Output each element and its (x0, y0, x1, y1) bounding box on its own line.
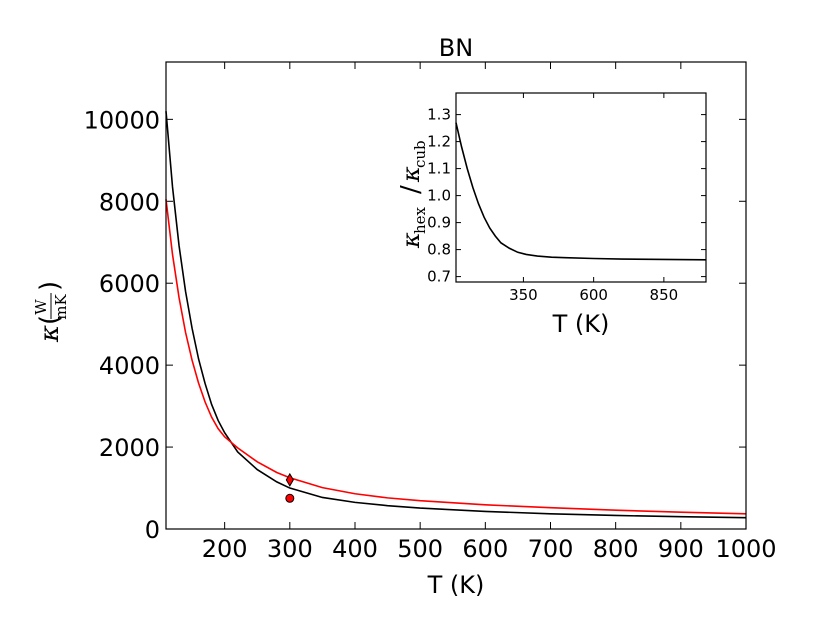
x-tick-label: 350 (509, 286, 538, 304)
y-tick-label: 6000 (99, 270, 160, 298)
y-axis-label-paren-close: ) (35, 281, 65, 291)
y-axis-label-numerator: W (32, 299, 50, 315)
series-line-0 (455, 122, 707, 261)
x-tick-label: 400 (332, 535, 378, 563)
y-tick-label: 1.1 (427, 160, 451, 178)
inset-plot-area (455, 122, 707, 261)
series-line-1 (165, 199, 747, 515)
diamond-marker (285, 472, 294, 487)
x-tick-label: 900 (658, 535, 704, 563)
x-axis-label: T (K) (427, 571, 485, 599)
y-tick-label: 10000 (84, 106, 160, 134)
x-tick-label: 1000 (715, 535, 776, 563)
main-plot-frame (165, 61, 747, 530)
x-tick-label: 200 (202, 535, 248, 563)
y-axis-label: κ ( W mK ) (32, 281, 70, 343)
chart-title: BN (439, 34, 473, 62)
inset-y-label-slash: / (396, 185, 426, 194)
y-tick-label: 0.8 (427, 241, 451, 259)
inset-y-label-sub-bottom: cub (411, 140, 429, 168)
y-tick-label: 1.2 (427, 133, 451, 151)
x-tick-label: 800 (593, 535, 639, 563)
y-tick-label: 1.3 (427, 106, 451, 124)
y-tick-label: 2000 (99, 434, 160, 462)
inset-background (456, 93, 706, 282)
y-tick-label: 8000 (99, 188, 160, 216)
inset-axis-ticks: 350 600 850 0.7 0.8 0.9 1.0 1.1 1.2 1.3 (427, 93, 706, 304)
y-tick-label: 1.0 (427, 187, 451, 205)
inset-y-label-sub-top: hex (411, 206, 429, 234)
inset-plot-frame (455, 92, 707, 283)
x-tick-label: 600 (579, 286, 608, 304)
y-axis-label-denominator: mK (52, 293, 70, 319)
y-tick-label: 0.7 (427, 268, 451, 286)
x-tick-label: 300 (267, 535, 313, 563)
x-tick-label: 850 (650, 286, 679, 304)
y-tick-label: 0.9 (427, 214, 451, 232)
x-tick-label: 500 (397, 535, 443, 563)
y-tick-label: 4000 (99, 352, 160, 380)
x-tick-label: 700 (528, 535, 574, 563)
y-axis-label-symbol: κ (35, 325, 65, 343)
inset-y-label-symbol-bottom: κ (397, 166, 425, 183)
series-line-0 (165, 111, 747, 519)
circle-marker (285, 493, 295, 503)
inset-y-label-symbol-top: κ (397, 232, 425, 249)
inset-y-axis-label: κ hex / κ cub (396, 140, 429, 249)
x-tick-label: 600 (462, 535, 508, 563)
y-axis-label-paren-open: ( (35, 315, 65, 325)
y-tick-label: 0 (145, 516, 160, 544)
inset-x-axis-label: T (K) (552, 310, 610, 338)
main-plot-area (165, 111, 747, 519)
main-axis-ticks: 200 300 400 500 600 700 800 900 1000020004000600… (84, 62, 777, 563)
